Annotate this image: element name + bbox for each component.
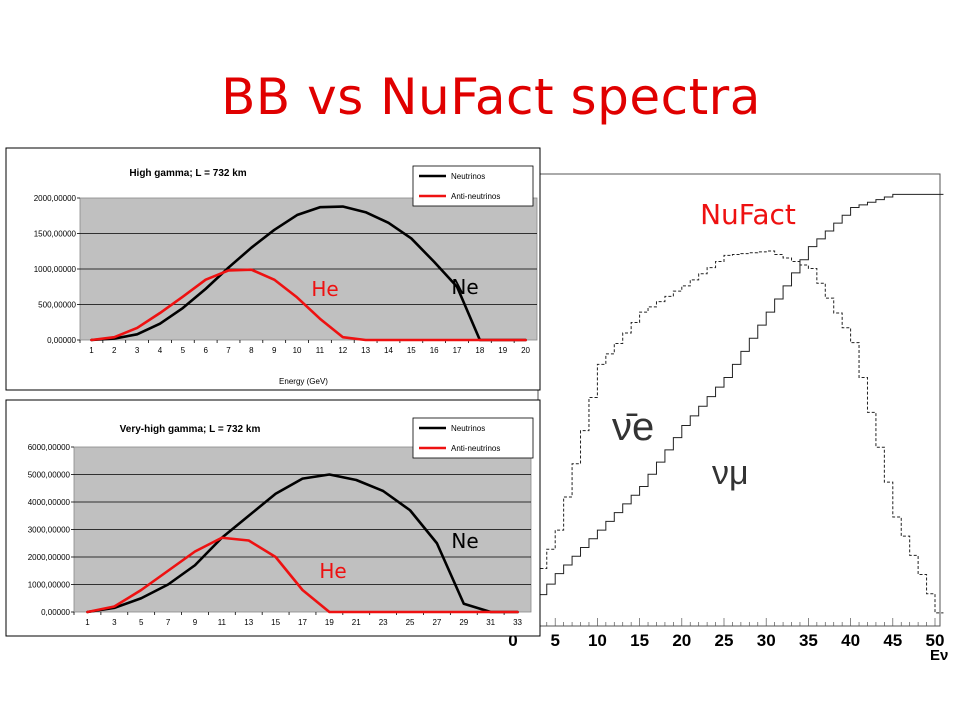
x-tick-label: 4 bbox=[158, 346, 163, 355]
slide-title: BB vs NuFact spectra bbox=[221, 68, 761, 126]
x-tick-label: 6 bbox=[203, 346, 208, 355]
legend-label: Anti-neutrinos bbox=[451, 192, 500, 201]
x-tick-label: 15 bbox=[407, 346, 416, 355]
annotation-he: He bbox=[311, 277, 338, 301]
y-tick-label: 500,00000 bbox=[38, 301, 76, 310]
x-tick-label: 10 bbox=[293, 346, 302, 355]
x-tick-label: 25 bbox=[406, 618, 415, 627]
x-tick-label: 17 bbox=[453, 346, 462, 355]
x-tick-label: 29 bbox=[459, 618, 468, 627]
x-tick-label: 19 bbox=[325, 618, 334, 627]
nufact-chart: NuFact 0 5 10 15 20 25 30 35 40 45 50 ν̄e νμ Eν bbox=[508, 173, 948, 664]
nufact-x-tick-label: 25 bbox=[715, 631, 734, 650]
x-tick-label: 7 bbox=[166, 618, 171, 627]
annotation-ne: Ne bbox=[451, 529, 478, 553]
nufact-x-tick-label: 50 bbox=[926, 631, 945, 650]
x-tick-label: 12 bbox=[338, 346, 347, 355]
y-tick-label: 3000,00000 bbox=[28, 526, 71, 535]
y-tick-label: 1000,00000 bbox=[28, 581, 71, 590]
nufact-x-tick-label: 15 bbox=[630, 631, 649, 650]
very-high-gamma-chart: Very-high gamma; L = 732 km 0,00000 1000,0… bbox=[5, 399, 541, 637]
nufact-plot-frame bbox=[537, 173, 941, 627]
legend-label: Anti-neutrinos bbox=[451, 444, 500, 453]
y-tick-label: 5000,00000 bbox=[28, 471, 71, 480]
x-tick-label: 1 bbox=[85, 618, 90, 627]
annotation-ne: Ne bbox=[451, 275, 478, 299]
nufact-series-labels: ν̄e νμ bbox=[612, 405, 749, 492]
y-tick-label: 0,00000 bbox=[41, 608, 70, 617]
nufact-x-tick-label: 5 bbox=[550, 631, 559, 650]
y-tick-label: 6000,00000 bbox=[28, 443, 71, 452]
x-tick-label: 23 bbox=[379, 618, 388, 627]
x-tick-label: 1 bbox=[89, 346, 94, 355]
x-tick-label: 3 bbox=[135, 346, 140, 355]
high-gamma-chart: High gamma; L = 732 km 0,00000 500,00000 10… bbox=[5, 147, 541, 391]
x-tick-label: 31 bbox=[486, 618, 495, 627]
x-tick-label: 33 bbox=[513, 618, 522, 627]
y-tick-label: 2000,00000 bbox=[34, 194, 77, 203]
nufact-x-tick-label: 10 bbox=[588, 631, 607, 650]
x-tick-label: 9 bbox=[193, 618, 198, 627]
numu-label: νμ bbox=[712, 454, 749, 492]
nufact-x-tick-labels: 0 5 10 15 20 25 30 35 40 45 50 bbox=[508, 631, 944, 650]
nufact-x-tick-label: 30 bbox=[757, 631, 776, 650]
x-tick-label: 5 bbox=[139, 618, 144, 627]
x-tick-label: 18 bbox=[475, 346, 484, 355]
x-tick-label: 17 bbox=[298, 618, 307, 627]
x-tick-label: 5 bbox=[181, 346, 186, 355]
nue-bar-label: ν̄e bbox=[612, 405, 654, 449]
y-tick-label: 1500,00000 bbox=[34, 230, 77, 239]
x-tick-label: 14 bbox=[384, 346, 393, 355]
x-tick-label: 13 bbox=[361, 346, 370, 355]
x-tick-label: 13 bbox=[244, 618, 253, 627]
x-tick-label: 8 bbox=[249, 346, 254, 355]
legend bbox=[412, 417, 534, 459]
nufact-x-tick-label: 35 bbox=[799, 631, 818, 650]
neutrinos-series-line bbox=[86, 473, 519, 614]
y-tick-label: 1000,00000 bbox=[34, 265, 77, 274]
x-tick-label: 21 bbox=[352, 618, 361, 627]
y-tick-label: 2000,00000 bbox=[28, 553, 71, 562]
x-tick-label: 9 bbox=[272, 346, 277, 355]
x-tick-label: 7 bbox=[226, 346, 231, 355]
nufact-x-tick-label: 40 bbox=[841, 631, 860, 650]
legend bbox=[412, 165, 534, 207]
anti-neutrinos-series-line bbox=[86, 536, 519, 614]
y-tick-label: 0,00000 bbox=[47, 336, 76, 345]
x-tick-label: 2 bbox=[112, 346, 117, 355]
x-tick-label: 11 bbox=[218, 618, 227, 627]
y-tick-label: 4000,00000 bbox=[28, 498, 71, 507]
chart-title: Very-high gamma; L = 732 km bbox=[120, 424, 261, 435]
legend-label: Neutrinos bbox=[451, 424, 485, 433]
numu-series-line bbox=[513, 193, 944, 627]
x-tick-label: 20 bbox=[521, 346, 530, 355]
chart-title: High gamma; L = 732 km bbox=[129, 168, 246, 179]
nufact-series bbox=[513, 193, 944, 627]
x-tick-label: 3 bbox=[112, 618, 117, 627]
nufact-x-tick-label: 0 bbox=[508, 631, 517, 650]
nufact-chart-title: NuFact bbox=[700, 198, 796, 231]
x-tick-label: 19 bbox=[498, 346, 507, 355]
x-tick-label: 15 bbox=[271, 618, 280, 627]
legend-label: Neutrinos bbox=[451, 172, 485, 181]
x-tick-label: 16 bbox=[430, 346, 439, 355]
neutrinos-series-line bbox=[90, 205, 527, 342]
nufact-x-tick-label: 20 bbox=[672, 631, 691, 650]
x-axis-label: Energy (GeV) bbox=[279, 377, 328, 386]
nufact-x-tick-label: 45 bbox=[883, 631, 902, 650]
anti-neutrinos-series-line bbox=[90, 268, 527, 342]
nue-bar-series-line bbox=[513, 250, 944, 627]
nufact-x-axis-label: Eν bbox=[930, 647, 948, 664]
annotation-he: He bbox=[319, 559, 346, 583]
x-tick-label: 27 bbox=[432, 618, 441, 627]
x-tick-label: 11 bbox=[316, 346, 325, 355]
